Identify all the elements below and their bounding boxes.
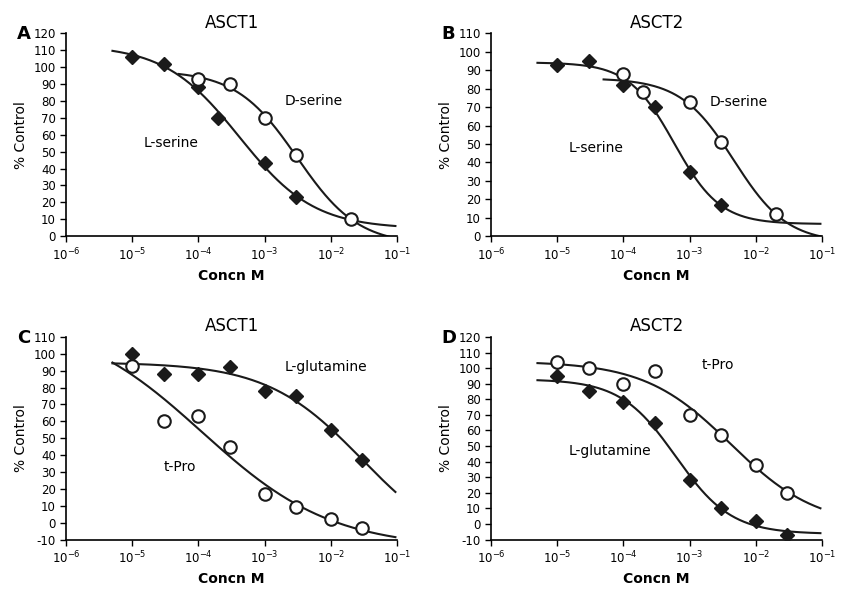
Text: D: D <box>442 329 456 347</box>
Title: ASCT1: ASCT1 <box>205 317 258 335</box>
Title: ASCT2: ASCT2 <box>630 317 683 335</box>
Title: ASCT1: ASCT1 <box>205 14 258 32</box>
X-axis label: Concn M: Concn M <box>198 269 265 283</box>
Text: A: A <box>17 25 31 43</box>
X-axis label: Concn M: Concn M <box>623 572 690 586</box>
Text: B: B <box>442 25 456 43</box>
Y-axis label: % Control: % Control <box>14 101 28 169</box>
X-axis label: Concn M: Concn M <box>623 269 690 283</box>
Text: L-glutamine: L-glutamine <box>285 361 367 374</box>
Y-axis label: % Control: % Control <box>14 404 28 472</box>
Text: t-Pro: t-Pro <box>701 358 734 372</box>
Text: D-serine: D-serine <box>710 95 768 109</box>
Title: ASCT2: ASCT2 <box>630 14 683 32</box>
Y-axis label: % Control: % Control <box>439 404 453 472</box>
Text: C: C <box>17 329 30 347</box>
Text: L-glutamine: L-glutamine <box>569 443 652 458</box>
Text: D-serine: D-serine <box>285 94 343 108</box>
Text: t-Pro: t-Pro <box>164 460 196 474</box>
Text: L-serine: L-serine <box>569 140 624 155</box>
Text: L-serine: L-serine <box>144 136 199 150</box>
X-axis label: Concn M: Concn M <box>198 572 265 586</box>
Y-axis label: % Control: % Control <box>439 101 453 169</box>
